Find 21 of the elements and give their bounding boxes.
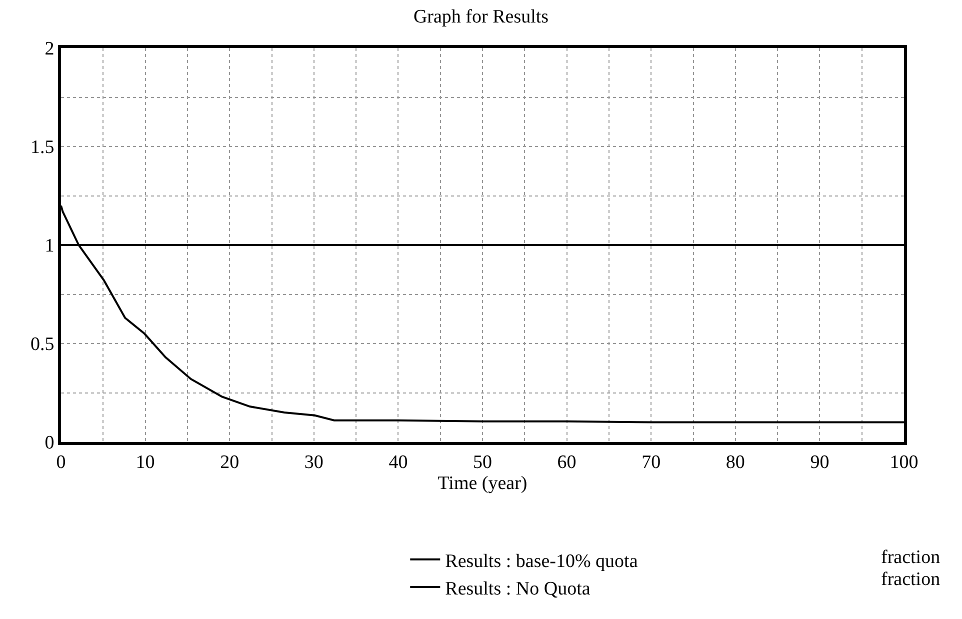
y-tick-label: 0 <box>44 432 54 454</box>
x-tick-label: 70 <box>642 452 661 473</box>
text: fraction <box>881 547 941 568</box>
x-tick-label: 100 <box>890 452 918 473</box>
x-tick-label: 20 <box>220 452 240 473</box>
x-tick-label: 60 <box>557 452 576 473</box>
y-tick-label: 1 <box>44 236 54 257</box>
x-tick-label: 50 <box>473 452 492 473</box>
x-tick-label: 40 <box>388 452 408 473</box>
x-tick-label: 90 <box>810 452 830 473</box>
x-tick-label: 80 <box>726 452 745 473</box>
text: fraction <box>881 569 941 590</box>
chart-title: Graph for Results <box>413 6 549 28</box>
x-axis-title: Time (year) <box>438 472 528 494</box>
legend-label: Results : base-10% quota <box>445 550 638 572</box>
x-tick-label: 30 <box>304 452 324 473</box>
y-tick-label: 0.5 <box>30 334 54 356</box>
y-tick-label: 1.5 <box>30 137 54 158</box>
y-tick-label: 2 <box>44 38 54 60</box>
x-tick-label: 10 <box>136 452 155 473</box>
legend-label: Results : No Quota <box>445 578 591 600</box>
